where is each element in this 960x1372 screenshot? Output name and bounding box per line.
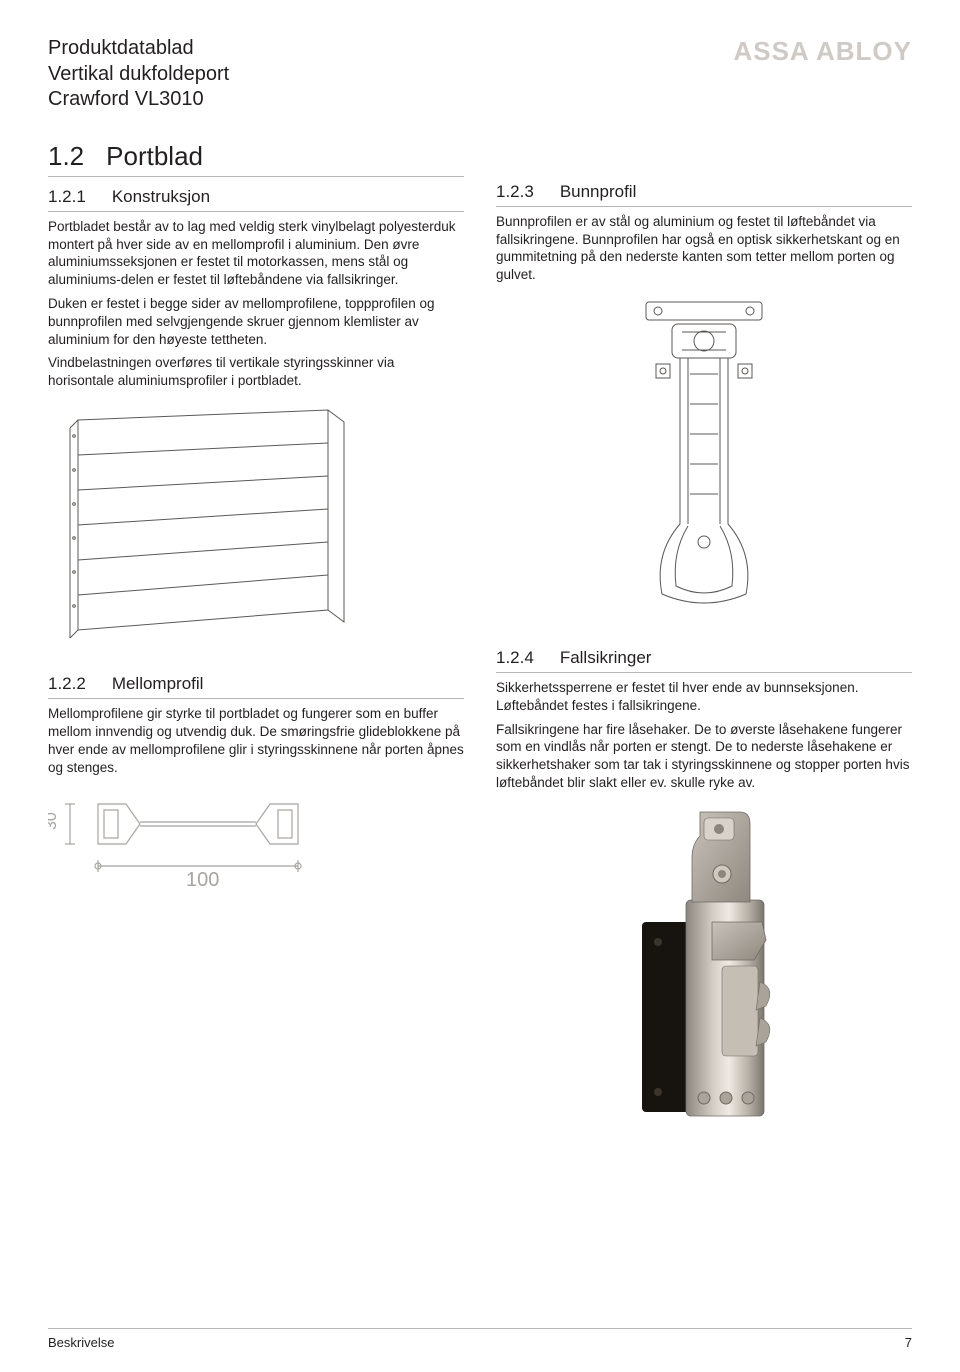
page-header: Produktdatablad Vertikal dukfoldeport Cr… (48, 36, 912, 113)
door-panel-diagram (48, 400, 464, 650)
paragraph: Portbladet består av to lag med veldig s… (48, 218, 464, 289)
subsection-number: 1.2.1 (48, 187, 86, 207)
section-title: Portblad (106, 141, 203, 171)
divider (48, 698, 464, 699)
subsection-title: Konstruksjon (112, 187, 210, 206)
subsection-title: Mellomprofil (112, 674, 204, 693)
bunnprofil-diagram (496, 294, 912, 614)
divider (48, 211, 464, 212)
dim-height: 30 (48, 812, 60, 830)
content-columns: 1.2 Portblad 1.2.1 Konstruksjon Portbladet… (48, 141, 912, 1146)
subsection-title: Fallsikringer (560, 648, 652, 667)
subsection-124-heading: 1.2.4 Fallsikringer (496, 648, 912, 668)
dim-width: 100 (186, 869, 219, 891)
mellomprofil-diagram: 30 100 (48, 786, 464, 896)
fallsikring-photo (496, 802, 912, 1132)
paragraph: Sikkerhetssperrene er festet til hver en… (496, 679, 912, 715)
divider (496, 672, 912, 673)
doc-title-line3: Crawford VL3010 (48, 87, 229, 113)
page-footer: Beskrivelse 7 (48, 1328, 912, 1350)
brand-logo: ASSA ABLOY (733, 36, 912, 67)
paragraph: Vindbelastningen overføres til vertikale… (48, 354, 464, 390)
left-column: 1.2 Portblad 1.2.1 Konstruksjon Portbladet… (48, 141, 464, 1146)
paragraph: Duken er festet i begge sider av mellomp… (48, 295, 464, 348)
paragraph: Mellomprofilene gir styrke til portblade… (48, 705, 464, 776)
subsection-number: 1.2.3 (496, 182, 534, 202)
subsection-122-heading: 1.2.2 Mellomprofil (48, 674, 464, 694)
section-heading: 1.2 Portblad (48, 141, 464, 177)
page-number: 7 (905, 1335, 912, 1350)
subsection-number: 1.2.2 (48, 674, 86, 694)
doc-title-line2: Vertikal dukfoldeport (48, 62, 229, 88)
right-column: 1.2.3 Bunnprofil Bunnprofilen er av stål … (496, 141, 912, 1146)
doc-title-block: Produktdatablad Vertikal dukfoldeport Cr… (48, 36, 229, 113)
subsection-123-heading: 1.2.3 Bunnprofil (496, 182, 912, 202)
divider (496, 206, 912, 207)
subsection-number: 1.2.4 (496, 648, 534, 668)
section-number: 1.2 (48, 141, 84, 172)
subsection-title: Bunnprofil (560, 182, 637, 201)
subsection-121-heading: 1.2.1 Konstruksjon (48, 187, 464, 207)
paragraph: Fallsikringene har fire låsehaker. De to… (496, 721, 912, 792)
paragraph: Bunnprofilen er av stål og aluminium og … (496, 213, 912, 284)
footer-section-label: Beskrivelse (48, 1335, 114, 1350)
doc-title-line1: Produktdatablad (48, 36, 229, 62)
